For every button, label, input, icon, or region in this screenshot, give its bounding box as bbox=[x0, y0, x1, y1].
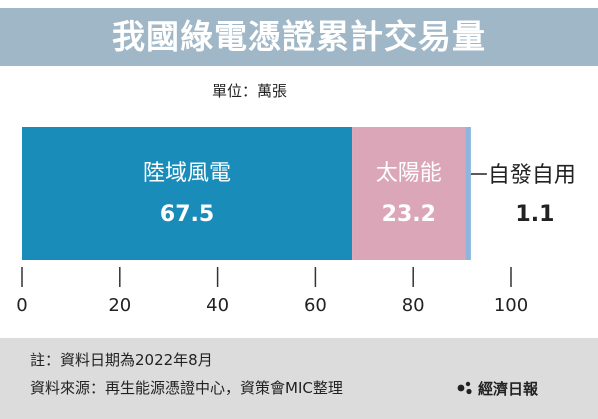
value-label-2: 23.2 bbox=[382, 202, 436, 227]
brand-logo-icon bbox=[457, 381, 472, 395]
x-tick-label-40: 40 bbox=[206, 295, 229, 316]
x-tick-label-60: 60 bbox=[304, 295, 327, 316]
x-tick-label-80: 80 bbox=[402, 295, 425, 316]
chart-title: 我國綠電憑證累計交易量 bbox=[112, 17, 486, 56]
series-label-2: 太陽能 bbox=[376, 161, 442, 186]
title-banner bbox=[0, 8, 598, 66]
value-label-1: 67.5 bbox=[160, 202, 214, 227]
x-tick-label-100: 100 bbox=[494, 295, 528, 316]
footer-panel bbox=[0, 338, 598, 419]
source-note: 資料來源：再生能源憑證中心，資策會MIC整理 bbox=[30, 379, 343, 397]
brand-name: 經濟日報 bbox=[478, 380, 539, 398]
value-label-3: 1.1 bbox=[515, 202, 554, 227]
bar-segment-3 bbox=[465, 127, 471, 260]
date-note: 註：資料日期為2022年8月 bbox=[30, 351, 213, 369]
bar-segment-2 bbox=[352, 127, 466, 260]
series-label-1: 陸域風電 bbox=[143, 161, 231, 186]
series-label-3: 自發自用 bbox=[488, 163, 576, 188]
unit-label: 單位：萬張 bbox=[212, 82, 288, 100]
bar-segment-1 bbox=[22, 127, 353, 260]
x-tick-label-0: 0 bbox=[16, 295, 27, 316]
x-tick-label-20: 20 bbox=[108, 295, 131, 316]
stacked-bar-chart: 陸域風電 67.5 太陽能 23.2 自發自用 1.1 0 20 40 60 80 100 bbox=[16, 127, 576, 316]
